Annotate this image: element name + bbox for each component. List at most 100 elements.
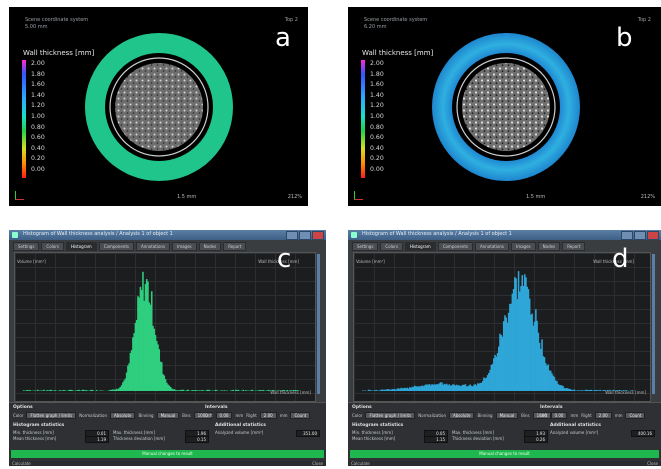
color-dropdown[interactable]: Flatten graph / limits <box>26 412 77 419</box>
histogram-bar <box>80 390 83 391</box>
histogram-bar <box>290 390 292 391</box>
histogram-bar <box>595 389 598 391</box>
histogram-bar <box>266 390 268 391</box>
tab-components[interactable]: Components <box>437 242 473 251</box>
histogram-bar <box>489 369 491 391</box>
maximize-button[interactable] <box>634 231 646 240</box>
binning-dropdown[interactable]: Manual <box>156 412 180 419</box>
right-input[interactable]: 2.00 <box>594 412 612 419</box>
histogram-bar <box>523 274 526 391</box>
tab-histogram[interactable]: Histogram <box>404 242 436 251</box>
close-button[interactable] <box>647 231 659 240</box>
tab-images[interactable]: Images <box>511 242 536 251</box>
histogram-window-c[interactable]: Histogram of Wall thickness analysis / A… <box>9 230 326 466</box>
histogram-bar <box>133 333 135 391</box>
histogram-bar <box>505 317 507 391</box>
viewer-panel-a[interactable]: Scene coordinate system 5.00 mm Top 2 Wa… <box>9 7 308 206</box>
histogram-bar <box>584 389 587 391</box>
histogram-bar <box>447 385 449 391</box>
tab-images[interactable]: Images <box>172 242 197 251</box>
minimize-button[interactable] <box>621 231 633 240</box>
count-button[interactable]: Count <box>290 412 311 419</box>
tab-colors[interactable]: Colors <box>380 242 403 251</box>
histogram-bar <box>182 389 184 391</box>
normalization-dropdown[interactable]: Absolute <box>110 412 136 419</box>
tab-annotations[interactable]: Annotations <box>136 242 171 251</box>
histogram-bar <box>547 364 549 391</box>
tab-components[interactable]: Components <box>98 242 134 251</box>
histogram-bar <box>390 389 392 391</box>
window-titlebar[interactable]: Histogram of Wall thickness analysis / A… <box>9 230 326 240</box>
histogram-bar <box>475 385 478 391</box>
histogram-bar <box>562 385 564 391</box>
histogram-plot[interactable]: Volume [mm³] Wall thickness [mm] Wall th… <box>14 252 316 402</box>
histogram-bar <box>593 390 595 391</box>
histogram-bar <box>585 389 588 391</box>
histogram-bar <box>75 390 78 391</box>
bins-input[interactable]: 1000 <box>193 412 212 419</box>
bins-input[interactable]: 1000 <box>532 412 551 419</box>
manual-changes-bar[interactable]: Manual changes to result <box>11 450 324 458</box>
viewer-panel-b[interactable]: Scene coordinate system 6.20 mm Top 2 Wa… <box>348 7 661 206</box>
histogram-bar <box>231 390 233 391</box>
tab-nodes[interactable]: Nodes <box>198 242 222 251</box>
histogram-bar <box>237 389 240 391</box>
intervals-header: Intervals <box>205 405 228 410</box>
histogram-bar <box>83 389 85 391</box>
histogram-bar <box>369 390 371 391</box>
close-footer-button[interactable]: Close <box>312 461 323 466</box>
binning-dropdown[interactable]: Manual <box>495 412 519 419</box>
tab-report[interactable]: Report <box>562 242 586 251</box>
right-input[interactable]: 2.00 <box>259 412 277 419</box>
histogram-bar <box>368 389 370 391</box>
close-button[interactable] <box>312 231 324 240</box>
vertical-scrollbar[interactable] <box>317 254 320 394</box>
minimize-button[interactable] <box>286 231 298 240</box>
histogram-bar <box>129 352 132 391</box>
calculate-button[interactable]: Calculate <box>12 461 31 466</box>
histogram-bar <box>469 384 472 391</box>
histogram-bar <box>500 335 503 391</box>
pipe-cross-section <box>85 33 233 181</box>
histogram-bar <box>392 389 395 391</box>
histogram-bar <box>46 390 49 391</box>
count-button[interactable]: Count <box>625 412 646 419</box>
histogram-bar <box>362 390 364 391</box>
histogram-window-d[interactable]: Histogram of Wall thickness analysis / A… <box>348 230 661 466</box>
tab-nodes[interactable]: Nodes <box>537 242 561 251</box>
normalization-dropdown[interactable]: Absolute <box>449 412 475 419</box>
histogram-bar <box>181 389 183 391</box>
left-input[interactable]: 0.00 <box>215 412 233 419</box>
calculate-button[interactable]: Calculate <box>351 461 370 466</box>
color-scale-ticks: 2.00 1.80 1.60 1.40 1.20 1.00 0.80 0.60 0.40 0.20… <box>31 60 45 173</box>
left-input[interactable]: 0.00 <box>550 412 568 419</box>
histogram-bar <box>480 382 483 391</box>
tab-settings[interactable]: Settings <box>352 242 379 251</box>
panel-label-d: d <box>612 244 629 274</box>
tab-histogram[interactable]: Histogram <box>65 242 97 251</box>
tab-annotations[interactable]: Annotations <box>475 242 510 251</box>
histogram-bar <box>140 290 143 391</box>
vertical-scrollbar[interactable] <box>652 254 655 394</box>
histogram-bar <box>473 384 475 391</box>
histogram-bar <box>135 319 138 391</box>
histogram-bars <box>23 271 300 391</box>
tab-settings[interactable]: Settings <box>13 242 40 251</box>
histogram-plot[interactable]: Volume [mm³] Wall thickness [mm] Wall th… <box>353 252 651 402</box>
histogram-bar <box>159 361 162 391</box>
histogram-bar <box>551 373 553 391</box>
tab-report[interactable]: Report <box>223 242 247 251</box>
tab-colors[interactable]: Colors <box>41 242 64 251</box>
histogram-bar <box>412 386 415 391</box>
histogram-bar <box>292 390 295 391</box>
close-footer-button[interactable]: Close <box>647 461 658 466</box>
histogram-bar <box>23 390 25 391</box>
histogram-bar <box>502 321 505 391</box>
histogram-bar <box>69 389 71 391</box>
histogram-bar <box>122 382 124 391</box>
window-titlebar[interactable]: Histogram of Wall thickness analysis / A… <box>348 230 661 240</box>
histogram-bar <box>137 296 139 391</box>
maximize-button[interactable] <box>299 231 311 240</box>
manual-changes-bar[interactable]: Manual changes to result <box>350 450 659 458</box>
color-dropdown[interactable]: Flatten graph / limits <box>365 412 416 419</box>
